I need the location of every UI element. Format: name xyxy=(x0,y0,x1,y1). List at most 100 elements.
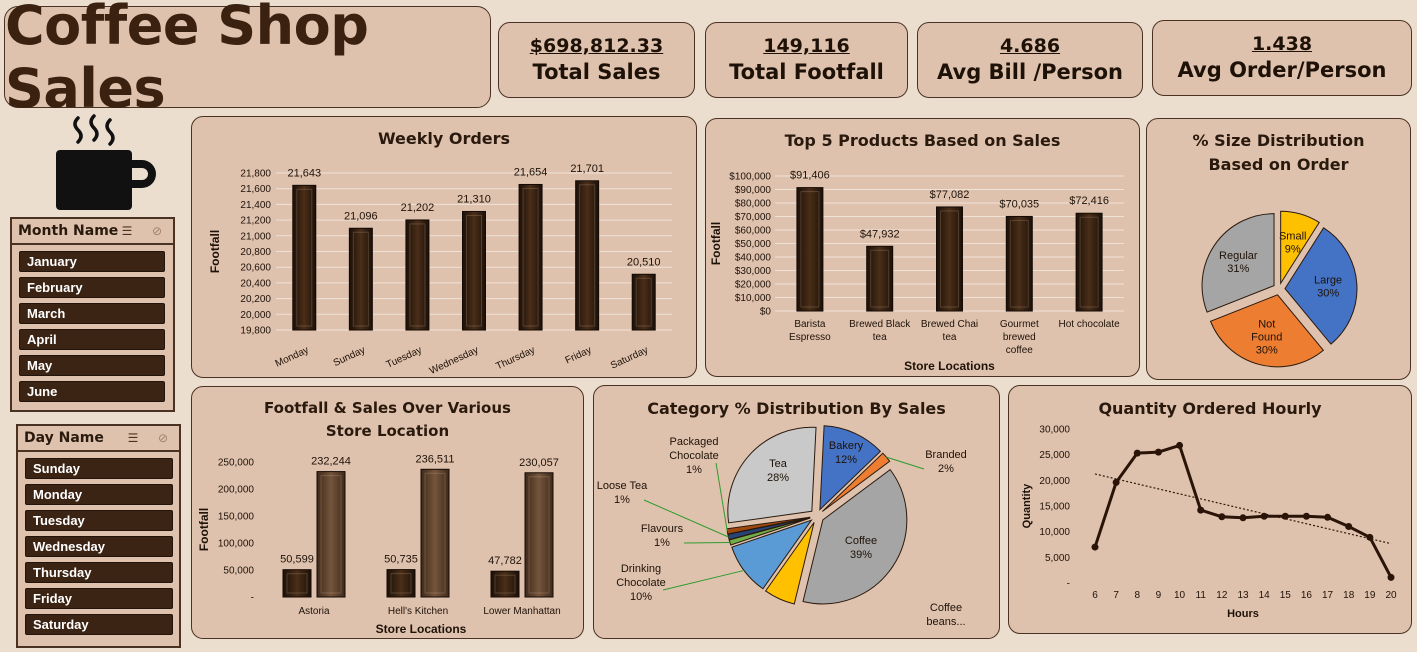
x-tick-label: Astoria xyxy=(298,606,330,617)
y-tick-label: $50,000 xyxy=(735,239,772,250)
slicer-item-day[interactable]: Friday xyxy=(25,588,173,609)
store-footfall-sales-panel: Footfall & Sales Over Various Store Loca… xyxy=(191,386,584,639)
x-tick-label: 12 xyxy=(1216,590,1228,601)
month-slicer: Month Name ☰ ⊘ January February March Ap… xyxy=(10,217,175,412)
data-label: $70,035 xyxy=(999,198,1039,210)
data-point xyxy=(1197,506,1205,514)
day-slicer: Day Name ☰ ⊘ Sunday Monday Tuesday Wedne… xyxy=(16,424,181,648)
chart-title: Category % Distribution By Sales xyxy=(647,399,946,418)
data-point xyxy=(1239,514,1247,522)
y-tick-label: $60,000 xyxy=(735,226,772,237)
x-tick-label: Hell's Kitchen xyxy=(388,606,448,617)
bar-bevel xyxy=(579,184,596,327)
multi-select-icon[interactable]: ☰ xyxy=(121,224,133,238)
slice-label: Coffee beans... xyxy=(926,602,965,628)
slicer-item-month[interactable]: March xyxy=(19,303,165,324)
bar xyxy=(575,180,600,331)
data-point xyxy=(1112,478,1120,486)
pie-slice xyxy=(1201,213,1275,313)
slicer-item-month[interactable]: January xyxy=(19,251,165,272)
slicer-item-month[interactable]: June xyxy=(19,381,165,402)
weekly-orders-chart: 19,800 20,000 20,200 20,400 20,600 20,800 21,0… xyxy=(208,163,672,377)
bar-bevel xyxy=(296,188,313,327)
y-tick-label: 20,200 xyxy=(240,294,271,305)
y-tick-label: 30,000 xyxy=(1039,425,1070,436)
kpi-avg-order: 1.438 Avg Order/Person xyxy=(1152,20,1412,96)
coffee-cup-icon xyxy=(56,114,156,210)
x-tick-label: 18 xyxy=(1343,590,1355,601)
data-point xyxy=(1387,573,1395,581)
leader-line xyxy=(662,569,745,591)
data-point xyxy=(1133,449,1141,457)
slicer-item-day[interactable]: Sunday xyxy=(25,458,173,479)
x-tick-label: Gourmet brewed coffee xyxy=(1000,319,1039,356)
data-point xyxy=(1366,533,1374,541)
slicer-item-month[interactable]: May xyxy=(19,355,165,376)
pie-slice xyxy=(727,426,817,524)
leader-line xyxy=(886,456,925,470)
clear-filter-icon[interactable]: ⊘ xyxy=(157,431,169,445)
x-tick-label: 8 xyxy=(1135,590,1141,601)
data-label: 21,096 xyxy=(344,210,378,222)
bar xyxy=(386,569,416,598)
bar-bevel xyxy=(800,191,820,308)
clear-filter-icon[interactable]: ⊘ xyxy=(151,224,163,238)
bar xyxy=(518,183,543,331)
slicer-item-day[interactable]: Thursday xyxy=(25,562,173,583)
x-tick-label: Sunday xyxy=(332,345,367,369)
y-tick-label: 21,600 xyxy=(240,184,271,195)
x-tick-label: 11 xyxy=(1196,590,1207,601)
data-point xyxy=(1345,523,1353,531)
y-tick-label: - xyxy=(1067,579,1070,590)
hourly-quantity-chart: - 5,000 10,000 15,000 20,000 25,000 30,000 Quan… xyxy=(1021,425,1397,621)
pie-slice xyxy=(1209,294,1325,368)
slicer-item-month[interactable]: February xyxy=(19,277,165,298)
slicer-item-month[interactable]: April xyxy=(19,329,165,350)
dashboard-title-card: Coffee Shop Sales xyxy=(4,0,491,120)
bar xyxy=(282,569,312,598)
leader-line xyxy=(715,462,728,532)
size-distribution-chart: Regular 31% Small 9% Large 30% Not Found 30% xyxy=(1201,210,1358,368)
slicer-item-day[interactable]: Tuesday xyxy=(25,510,173,531)
bar-bevel xyxy=(870,249,890,308)
kpi-label: Avg Order/Person xyxy=(1177,57,1387,82)
multi-select-icon[interactable]: ☰ xyxy=(127,431,139,445)
store-footfall-sales-chart: - 50,000 100,000 150,000 200,000 250,000 Footf… xyxy=(197,453,561,636)
y-tick-label: $30,000 xyxy=(735,266,772,277)
bar xyxy=(316,471,346,598)
kpi-value: 149,116 xyxy=(763,35,850,57)
kpi-value: 1.438 xyxy=(1251,33,1313,55)
slicer-item-day[interactable]: Wednesday xyxy=(25,536,173,557)
slice-label: Large 30% xyxy=(1314,274,1342,299)
data-point xyxy=(1154,448,1162,456)
bar-bevel xyxy=(409,223,426,327)
data-point xyxy=(1281,512,1289,520)
x-tick-label: 17 xyxy=(1322,590,1334,601)
kpi-label: Avg Bill /Person xyxy=(937,59,1123,84)
size-distribution-panel: % Size Distribution Based on Order Regul… xyxy=(1146,118,1411,380)
pie-slice xyxy=(802,468,908,605)
y-tick-label: 20,400 xyxy=(240,278,271,289)
y-tick-label: $0 xyxy=(760,307,772,318)
pie-slice xyxy=(764,522,815,605)
pie-slice xyxy=(1280,210,1320,285)
month-slicer-header: Month Name ☰ ⊘ xyxy=(12,219,173,245)
slice-label: Coffee 39% xyxy=(845,535,877,561)
y-tick-label: 50,000 xyxy=(223,566,254,577)
slicer-item-day[interactable]: Saturday xyxy=(25,614,173,635)
data-point xyxy=(1218,513,1226,521)
x-tick-label: Lower Manhattan xyxy=(483,606,560,617)
y-tick-label: $20,000 xyxy=(735,280,772,291)
slicer-item-day[interactable]: Monday xyxy=(25,484,173,505)
pie-slice xyxy=(1284,227,1358,345)
data-point xyxy=(1091,543,1099,551)
kpi-value: $698,812.33 xyxy=(529,35,664,57)
y-tick-label: 150,000 xyxy=(218,512,255,523)
y-tick-label: - xyxy=(251,593,254,604)
slice-label: Small 9% xyxy=(1279,230,1307,255)
data-label: 21,654 xyxy=(514,166,548,178)
bar xyxy=(405,219,430,331)
bar xyxy=(866,245,894,312)
y-tick-label: $90,000 xyxy=(735,185,772,196)
data-label: 21,310 xyxy=(457,193,491,205)
